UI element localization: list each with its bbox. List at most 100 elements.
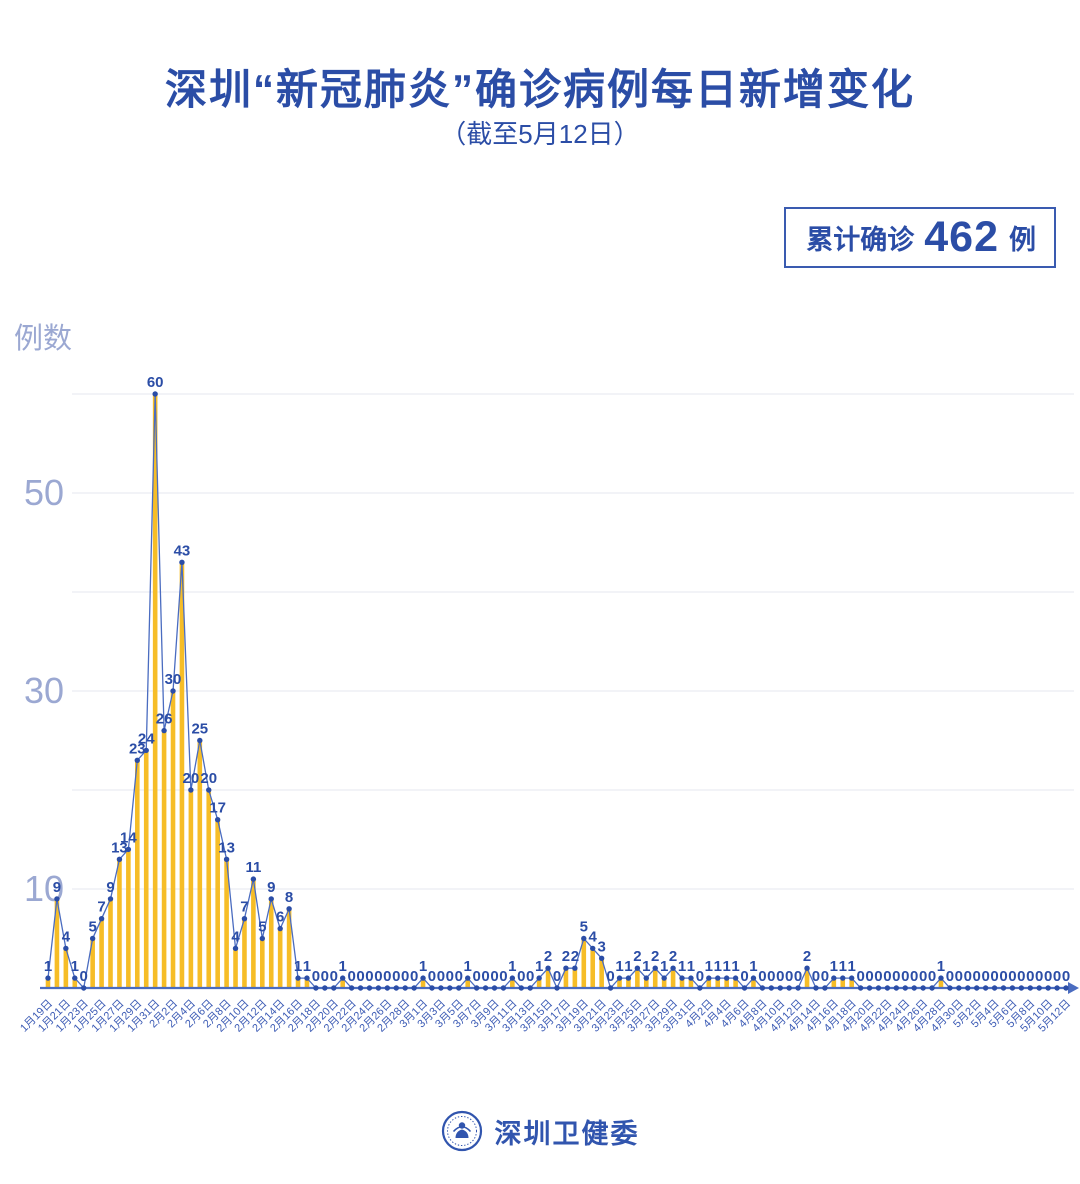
value-label: 2 — [633, 948, 641, 965]
data-point — [482, 985, 489, 991]
value-label: 13 — [218, 839, 235, 856]
data-point — [313, 985, 319, 991]
data-point — [259, 935, 266, 942]
bar — [117, 859, 122, 988]
data-point — [723, 975, 730, 981]
data-point — [848, 975, 855, 981]
data-point — [420, 975, 426, 981]
data-point — [866, 985, 873, 991]
bar — [233, 948, 238, 988]
data-point — [875, 985, 882, 991]
data-point — [679, 975, 685, 981]
value-label: 0 — [883, 968, 891, 985]
bar — [126, 849, 131, 988]
data-point — [1009, 985, 1016, 991]
value-label: 0 — [928, 968, 936, 985]
bar — [688, 978, 694, 988]
data-point — [768, 985, 775, 991]
data-point — [402, 985, 408, 991]
data-point — [965, 985, 971, 991]
value-label: 8 — [285, 889, 293, 906]
value-label: 1 — [731, 958, 739, 975]
bar — [652, 968, 658, 988]
value-label: 13 — [111, 839, 128, 856]
value-label: 5 — [580, 919, 588, 936]
value-label: 14 — [120, 829, 137, 846]
data-point — [72, 975, 78, 981]
badge-prefix-label: 累计确诊 — [806, 225, 915, 255]
bar — [643, 978, 649, 988]
value-label: 0 — [490, 968, 498, 985]
value-label: 0 — [812, 968, 820, 985]
value-label: 1 — [714, 958, 722, 975]
value-label: 0 — [910, 968, 918, 985]
value-label: 0 — [901, 968, 909, 985]
data-point — [456, 985, 462, 991]
page-subtitle: （截至5月12日） — [440, 119, 640, 149]
bar — [161, 730, 167, 988]
y-tick-label: 50 — [24, 472, 64, 513]
value-label: 0 — [696, 968, 704, 985]
value-label: 60 — [147, 374, 164, 391]
value-label: 1 — [339, 958, 347, 975]
bar — [715, 978, 721, 988]
value-label: 5 — [258, 919, 266, 936]
bar — [215, 819, 220, 988]
bar — [179, 562, 185, 988]
data-point — [1000, 985, 1007, 991]
value-label: 43 — [174, 542, 191, 559]
data-point — [170, 688, 176, 694]
data-point — [500, 985, 507, 991]
bar — [635, 968, 640, 988]
value-label: 0 — [455, 968, 463, 985]
data-point — [804, 965, 810, 971]
data-point — [616, 975, 623, 981]
bar — [45, 978, 51, 988]
data-point — [991, 985, 998, 991]
value-label: 1 — [44, 958, 52, 975]
data-point — [125, 846, 132, 853]
data-point — [831, 975, 837, 981]
value-label: 2 — [544, 948, 552, 965]
data-point — [1027, 985, 1033, 991]
data-point — [840, 975, 846, 981]
data-point — [384, 985, 391, 991]
value-label: 0 — [856, 968, 864, 985]
value-label: 0 — [374, 968, 382, 985]
value-label: 0 — [517, 968, 525, 985]
value-label: 4 — [231, 928, 240, 945]
bar — [295, 978, 301, 988]
value-label: 1 — [839, 958, 847, 975]
value-label: 0 — [740, 968, 748, 985]
bar — [626, 978, 631, 988]
bar — [804, 968, 810, 988]
value-label: 1 — [294, 958, 302, 975]
value-label: 0 — [80, 968, 88, 985]
bar — [63, 948, 69, 988]
value-label: 6 — [276, 909, 284, 926]
data-point — [1018, 985, 1025, 991]
value-label: 17 — [209, 800, 226, 817]
data-point — [375, 985, 382, 991]
value-label: 1 — [642, 958, 650, 975]
bar — [510, 978, 515, 988]
bar — [420, 978, 426, 988]
data-point — [581, 935, 587, 942]
value-label: 2 — [651, 948, 659, 965]
data-point — [179, 559, 185, 565]
data-point — [947, 985, 953, 991]
value-label: 1 — [678, 958, 686, 975]
value-label: 0 — [758, 968, 766, 985]
bar — [590, 948, 596, 988]
value-label: 2 — [562, 948, 570, 965]
value-label: 11 — [245, 859, 261, 876]
bar — [733, 978, 738, 988]
value-label: 1 — [937, 958, 945, 975]
data-point — [974, 985, 980, 991]
data-point — [447, 985, 453, 991]
data-point — [241, 916, 248, 922]
data-point — [81, 985, 87, 991]
data-point — [411, 985, 417, 991]
